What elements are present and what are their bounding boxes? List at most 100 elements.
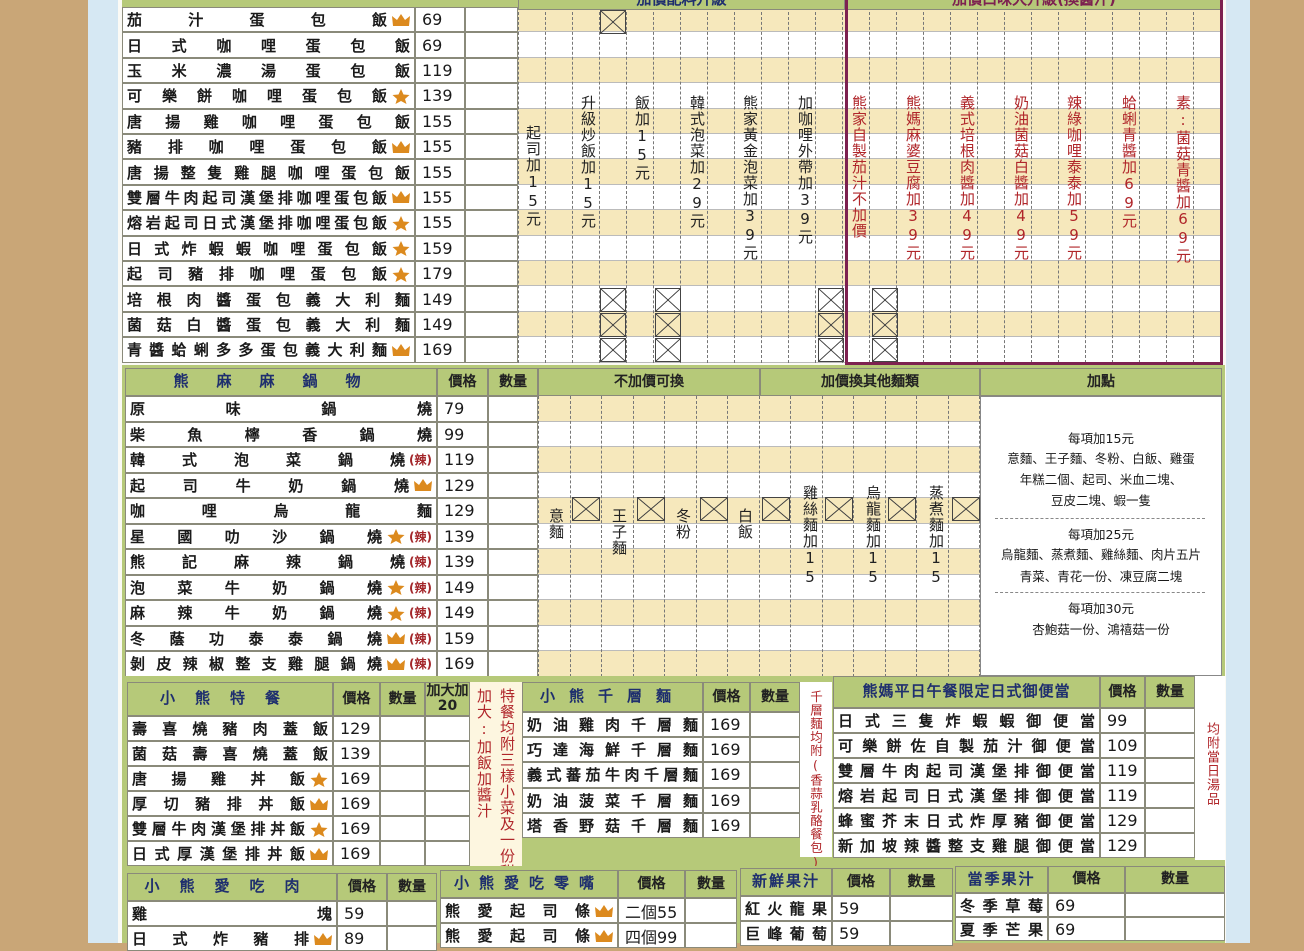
menu-row-name: 菌菇白醬蛋包義大利麵: [122, 311, 415, 338]
dash-line: [884, 396, 886, 677]
item-price: 59: [832, 896, 890, 921]
qty-cell: [750, 737, 800, 763]
qty-cell: [750, 762, 800, 788]
qty-cell: [387, 901, 437, 926]
qty-cell: [1145, 733, 1195, 758]
crown-icon: [392, 13, 410, 26]
qty-cell: [1145, 758, 1195, 783]
column-header: 數量: [380, 682, 425, 716]
special-note: 特餐均附三樣小菜及一份甜點: [498, 688, 516, 896]
item-name: 菌菇白醬蛋包義大利麵: [127, 315, 410, 334]
dash-line: [680, 7, 681, 363]
addon-text: 烏龍麵、蒸煮麵、雞絲麵、肉片五片: [1000, 547, 1201, 562]
qty-cell: [465, 184, 518, 211]
menu-row-name: 起司豬排咖哩蛋包飯: [122, 261, 415, 287]
sauce-option: 熊媽麻婆豆腐加39元: [904, 95, 922, 261]
menu-row-name: 熊愛起司條: [440, 923, 618, 948]
item-name: 義式蕃茄牛肉千層麵: [527, 766, 698, 785]
qty-cell: [488, 396, 538, 422]
dash-line: [572, 7, 573, 363]
menu-row-name: 青醬蛤蜊多多蛋包義大利麵: [122, 337, 415, 363]
item-name: 雙層牛肉漢堡排丼飯: [132, 820, 305, 838]
star-icon: [392, 241, 410, 257]
swap-option: 白飯: [736, 508, 754, 540]
dash-line: [979, 396, 980, 677]
spicy-tag: (辣): [409, 631, 432, 646]
x-box: [655, 313, 681, 337]
sauce-option: 奶油菌菇白醬加49元: [1012, 95, 1030, 261]
item-price: 169: [703, 812, 750, 838]
item-name: 日式厚漢堡排丼飯: [132, 845, 305, 863]
item-price: 99: [1100, 708, 1145, 733]
item-name: 紅火龍果: [745, 900, 827, 918]
dash-line: [1139, 7, 1140, 363]
qty-cell: [1125, 893, 1225, 917]
sauce-option: 蛤蜊青醬加69元: [1120, 95, 1138, 229]
item-price: 139: [333, 741, 380, 766]
qty-cell: [488, 600, 538, 626]
item-name: 玉米濃湯蛋包飯: [127, 61, 410, 80]
menu-row-name: 咖哩烏龍麵: [125, 498, 437, 524]
item-price: 169: [333, 766, 380, 791]
item-price: 129: [1100, 833, 1145, 858]
item-name: 雙層牛肉起司漢堡排咖哩蛋包飯: [127, 188, 387, 207]
column-header: 價格: [832, 868, 890, 896]
column-header: 價格: [1100, 676, 1145, 708]
item-name: 青醬蛤蜊多多蛋包義大利麵: [127, 341, 387, 360]
sauce-option: 義式培根肉醬加49元: [958, 95, 976, 261]
item-price: 89: [337, 926, 387, 951]
menu-row-name: 奶油雞肉千層麵: [522, 712, 703, 738]
qty-cell: [488, 574, 538, 600]
column-header: 價格: [333, 682, 380, 716]
item-name: 茄汁蛋包飯: [127, 11, 387, 30]
menu-row-name: 可樂餅咖哩蛋包飯: [122, 83, 415, 109]
item-price: 99: [437, 421, 488, 447]
item-price: 109: [1100, 733, 1145, 758]
menu-row-name: 茄汁蛋包飯: [122, 7, 415, 33]
item-price: 四個99: [618, 923, 685, 948]
menu-row-name: 夏季芒果: [955, 917, 1048, 941]
item-name: 起司豬排咖哩蛋包飯: [127, 265, 387, 284]
dash-line: [758, 396, 760, 677]
sauce-option: 熊家自製茄汁不加價: [850, 95, 868, 239]
header-strip: [122, 0, 518, 7]
x-box: [818, 313, 844, 337]
paid-swap-option: 雞絲麵加15: [801, 485, 819, 587]
item-name: 起司牛奶鍋燒: [130, 476, 409, 495]
qty-cell: [1145, 833, 1195, 858]
item-price: 59: [832, 921, 890, 946]
item-price: 69: [1048, 893, 1125, 917]
x-box: [655, 288, 681, 312]
qty-cell: [380, 741, 425, 766]
item-name: 壽喜燒豬肉蓋飯: [132, 720, 328, 738]
item-name: 巧達海鮮千層麵: [527, 741, 698, 760]
item-price: 69: [1048, 917, 1125, 941]
item-price: 149: [415, 286, 465, 312]
dash-line: [569, 396, 571, 677]
crown-icon: [392, 343, 410, 356]
paid-swap-option: 蒸煮麵加15: [927, 485, 945, 587]
menu-row-name: 奶油菠菜千層麵: [522, 787, 703, 813]
section-header: 加價口味大升級(換醬汁): [845, 0, 1223, 10]
qty-cell: [465, 337, 518, 363]
dash-line: [790, 396, 791, 677]
dash-line: [632, 396, 634, 677]
item-price: 139: [437, 523, 488, 549]
dash-line: [1004, 7, 1005, 363]
item-name: 唐揚雞丼飯: [132, 770, 305, 788]
item-name: 蜂蜜芥末日式炸厚豬御便當: [838, 812, 1095, 830]
dash-line: [734, 7, 735, 363]
item-price: 169: [333, 816, 380, 841]
crown-icon: [387, 632, 406, 645]
qty-cell: [465, 261, 518, 287]
star-icon: [310, 771, 328, 787]
star-icon: [392, 88, 410, 104]
section-title: 熊媽平日午餐限定日式御便當: [833, 676, 1100, 708]
topping-option: 起司加15元: [524, 125, 542, 227]
menu-row-name: 日式咖哩蛋包飯: [122, 32, 415, 58]
dash-line: [1058, 7, 1059, 363]
qty-cell: [488, 447, 538, 473]
qty-cell: [380, 791, 425, 816]
qty-cell: [1145, 808, 1195, 833]
